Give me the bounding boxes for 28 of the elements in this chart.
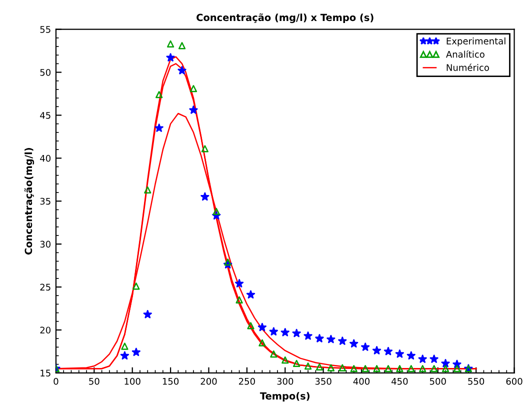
x-tick-label: 100 bbox=[124, 378, 140, 385]
x-tick-label: 600 bbox=[506, 378, 522, 385]
y-tick-label: 25 bbox=[40, 284, 50, 291]
y-tick-label: 45 bbox=[40, 112, 50, 119]
y-tick-label: 15 bbox=[40, 370, 50, 376]
chart-title: Concentração (mg/l) x Tempo (s) bbox=[196, 13, 374, 24]
x-tick-label: 300 bbox=[277, 378, 294, 385]
x-tick-label: 350 bbox=[315, 378, 332, 385]
y-tick-label: 40 bbox=[40, 154, 51, 162]
x-tick-label: 500 bbox=[430, 378, 446, 385]
legend-label: Analítico bbox=[446, 50, 484, 58]
x-tick-label: 50 bbox=[89, 378, 100, 385]
y-tick-label: 55 bbox=[40, 26, 50, 33]
y-axis-title: Concentração(mg/l) bbox=[24, 148, 34, 255]
x-tick-label: 450 bbox=[392, 378, 408, 385]
x-tick-label: 400 bbox=[353, 378, 370, 385]
x-tick-label: 150 bbox=[162, 378, 179, 385]
x-tick-label: 250 bbox=[238, 378, 255, 385]
x-tick-label: 550 bbox=[468, 378, 484, 385]
x-tick-label: 0 bbox=[54, 378, 58, 385]
y-tick-label: 50 bbox=[40, 69, 51, 76]
y-tick-label: 30 bbox=[40, 240, 51, 248]
legend-label: Experimental bbox=[446, 37, 506, 46]
x-tick-label: 200 bbox=[200, 378, 217, 385]
y-tick-label: 20 bbox=[40, 326, 51, 334]
y-tick-label: 35 bbox=[40, 198, 50, 205]
x-axis-title: Tempo(s) bbox=[260, 392, 310, 402]
legend-label: Numérico bbox=[446, 64, 489, 71]
